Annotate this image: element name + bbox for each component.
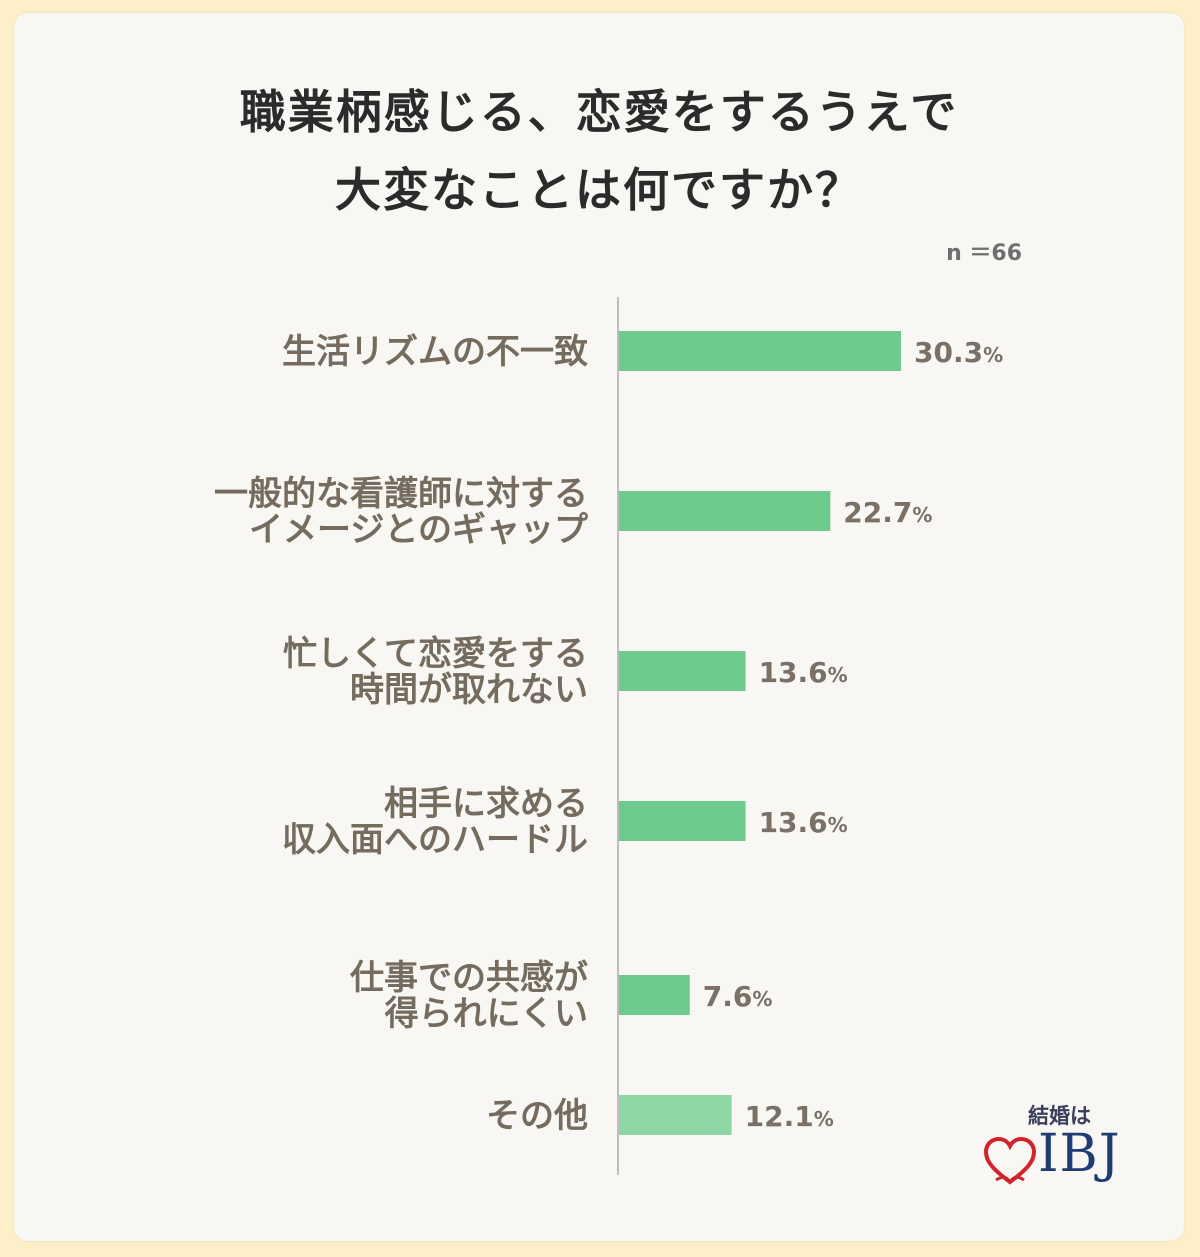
category-label-4-line-1: 相手に求める bbox=[384, 784, 588, 824]
title-line-1: 職業柄感じる、恋愛をするうえで bbox=[239, 85, 959, 139]
category-label-3-line-2: 時間が取れない bbox=[350, 670, 588, 710]
category-label-5-line-2: 得られにくい bbox=[384, 994, 588, 1034]
category-label-1-line-1: 生活リズムの不一致 bbox=[282, 332, 588, 372]
category-label-4-line-2: 収入面へのハードル bbox=[282, 820, 588, 860]
value-label-5: 7.6% bbox=[703, 980, 773, 1013]
bar-chart: 30.3% 生活リズムの不一致 22.7% 一般的な看護師に対するイメージとのギャップ… bbox=[214, 297, 1003, 1175]
chart-card: 職業柄感じる、恋愛をするうえで 大変なことは何ですか？ n ＝66 30.3% 生… bbox=[14, 13, 1184, 1241]
bar-6 bbox=[619, 1095, 732, 1135]
logo-tagline: 結婚は bbox=[1028, 1103, 1091, 1128]
value-label-3: 13.6% bbox=[759, 656, 848, 689]
logo-brand: IBJ bbox=[1038, 1124, 1121, 1184]
bar-1 bbox=[619, 331, 901, 371]
value-label-2: 22.7% bbox=[843, 496, 932, 529]
category-label-5-line-1: 仕事での共感が bbox=[350, 958, 588, 998]
category-label-2-line-2: イメージとのギャップ bbox=[249, 510, 588, 550]
category-label-6-line-1: その他 bbox=[486, 1096, 588, 1136]
heart-icon bbox=[983, 1136, 1037, 1185]
bar-2 bbox=[619, 491, 831, 531]
sample-size-label: n ＝66 bbox=[946, 241, 1022, 266]
value-label-6: 12.1% bbox=[745, 1100, 834, 1133]
bar-5 bbox=[619, 975, 690, 1015]
value-label-1: 30.3% bbox=[914, 336, 1003, 369]
title-line-2: 大変なことは何ですか？ bbox=[335, 163, 863, 217]
category-label-3-line-1: 忙しくて恋愛をする bbox=[283, 634, 588, 674]
category-label-2-line-1: 一般的な看護師に対する bbox=[214, 474, 588, 514]
value-label-4: 13.6% bbox=[759, 806, 848, 839]
bar-3 bbox=[619, 651, 746, 691]
ibj-logo: 結婚は IBJ bbox=[982, 1100, 1142, 1200]
chart-title: 職業柄感じる、恋愛をするうえで 大変なことは何ですか？ bbox=[14, 73, 1184, 229]
bar-4 bbox=[619, 801, 746, 841]
